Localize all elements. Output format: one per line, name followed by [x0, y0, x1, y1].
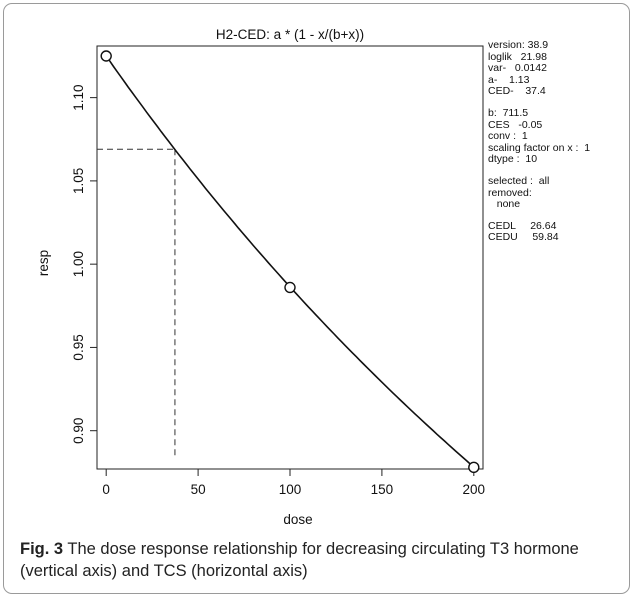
- figure-caption: Fig. 3 The dose response relationship fo…: [20, 538, 620, 582]
- stat-b: b: 711.5: [488, 106, 529, 119]
- x-axis: 0 50 100 150 200: [102, 469, 485, 497]
- chart-title: H2-CED: a * (1 - x/(b+x)): [216, 27, 364, 42]
- ced-dashed-lines: [97, 148, 176, 457]
- stats-group-selection: selected : all removed: none: [488, 174, 590, 211]
- y-tick-label-1.05: 1.05: [71, 168, 86, 194]
- dose-response-plot: H2-CED: a * (1 - x/(b+x)) 0 50 100 150 200 0…: [36, 27, 485, 527]
- stats-group-params: b: 711.5 CES -0.05 conv : 1 scaling fact…: [488, 106, 591, 166]
- y-tick-label-0.90: 0.90: [71, 418, 86, 444]
- stat-a: a- 1.13: [488, 73, 530, 86]
- stats-group-bounds: CEDL 26.64 CEDU 59.84: [488, 219, 590, 244]
- y-tick-label-1.10: 1.10: [71, 84, 86, 110]
- stat-cedl: CEDL 26.64: [488, 219, 557, 232]
- caption-label: Fig. 3: [20, 540, 64, 558]
- stat-scaling: scaling factor on x : 1: [488, 141, 591, 154]
- stat-version: version: 38.9: [488, 39, 549, 51]
- stat-conv: conv : 1: [488, 130, 528, 143]
- stat-dtype: dtype : 10: [488, 153, 538, 166]
- model-stats-panel: version: 38.9 loglik 21.98 var- 0.0142 a…: [488, 39, 591, 244]
- stat-ces: CES -0.05: [488, 118, 543, 131]
- stats-group-fit: version: 38.9 loglik 21.98 var- 0.0142 a…: [488, 39, 590, 98]
- y-tick-label-0.95: 0.95: [71, 334, 86, 360]
- data-point-2: [468, 461, 480, 474]
- data-point-0: [100, 50, 112, 62]
- x-tick-label-100: 100: [279, 482, 302, 497]
- stat-selected: selected : all: [488, 174, 550, 187]
- caption-text: The dose response relationship for decre…: [20, 540, 579, 580]
- y-tick-label-1.00: 1.00: [71, 251, 86, 277]
- stat-loglik: loglik 21.98: [488, 50, 547, 63]
- data-point-1: [284, 281, 296, 294]
- x-tick-label-150: 150: [371, 482, 394, 497]
- data-points: [100, 50, 480, 474]
- x-tick-label-0: 0: [102, 482, 110, 497]
- y-axis-label: resp: [36, 250, 51, 276]
- stat-cedu: CEDU 59.84: [488, 231, 559, 244]
- model-curve: [105, 55, 475, 468]
- x-axis-label: dose: [283, 512, 312, 527]
- y-axis: 0.90 0.95 1.00 1.05 1.10: [71, 84, 97, 444]
- x-tick-label-50: 50: [191, 482, 206, 497]
- figure-frame: [3, 3, 630, 594]
- stat-removed-value: none: [488, 198, 521, 211]
- stat-removed: removed:: [488, 186, 532, 199]
- stat-var: var- 0.0142: [488, 62, 547, 75]
- stat-ced: CED- 37.4: [488, 85, 546, 98]
- x-tick-label-200: 200: [463, 482, 486, 497]
- plot-box: [96, 45, 484, 470]
